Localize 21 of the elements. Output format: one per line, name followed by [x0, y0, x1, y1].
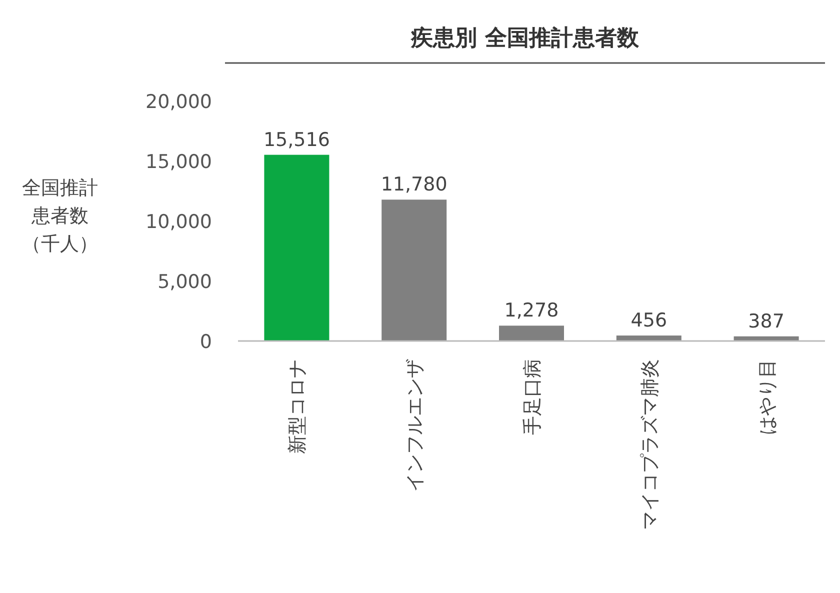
chart-title: 疾患別 全国推計患者数 — [410, 26, 640, 51]
y-axis-title: 全国推計患者数（千人） — [21, 176, 99, 257]
bar — [616, 336, 682, 341]
bar — [499, 326, 564, 341]
y-tick-label: 0 — [200, 331, 212, 353]
data-label: 456 — [630, 310, 668, 332]
y-tick-label: 15,000 — [146, 151, 212, 173]
y-tick-label: 20,000 — [146, 91, 212, 113]
data-label: 387 — [748, 310, 784, 332]
data-label: 11,780 — [380, 174, 448, 196]
y-tick-label: 5,000 — [158, 271, 212, 293]
data-label: 15,516 — [263, 128, 330, 151]
x-tick-label: 新型コロナ — [286, 359, 309, 454]
x-tick-label: はやり目 — [756, 359, 778, 435]
x-tick-label: マイコプラズマ肺炎 — [638, 359, 661, 530]
y-tick-label: 10,000 — [146, 211, 212, 233]
x-tick-label: インフルエンザ — [404, 359, 426, 492]
bar — [264, 154, 330, 341]
x-tick-label: 手足口病 — [522, 359, 544, 435]
bar — [382, 200, 447, 341]
data-label: 1,278 — [504, 300, 559, 322]
